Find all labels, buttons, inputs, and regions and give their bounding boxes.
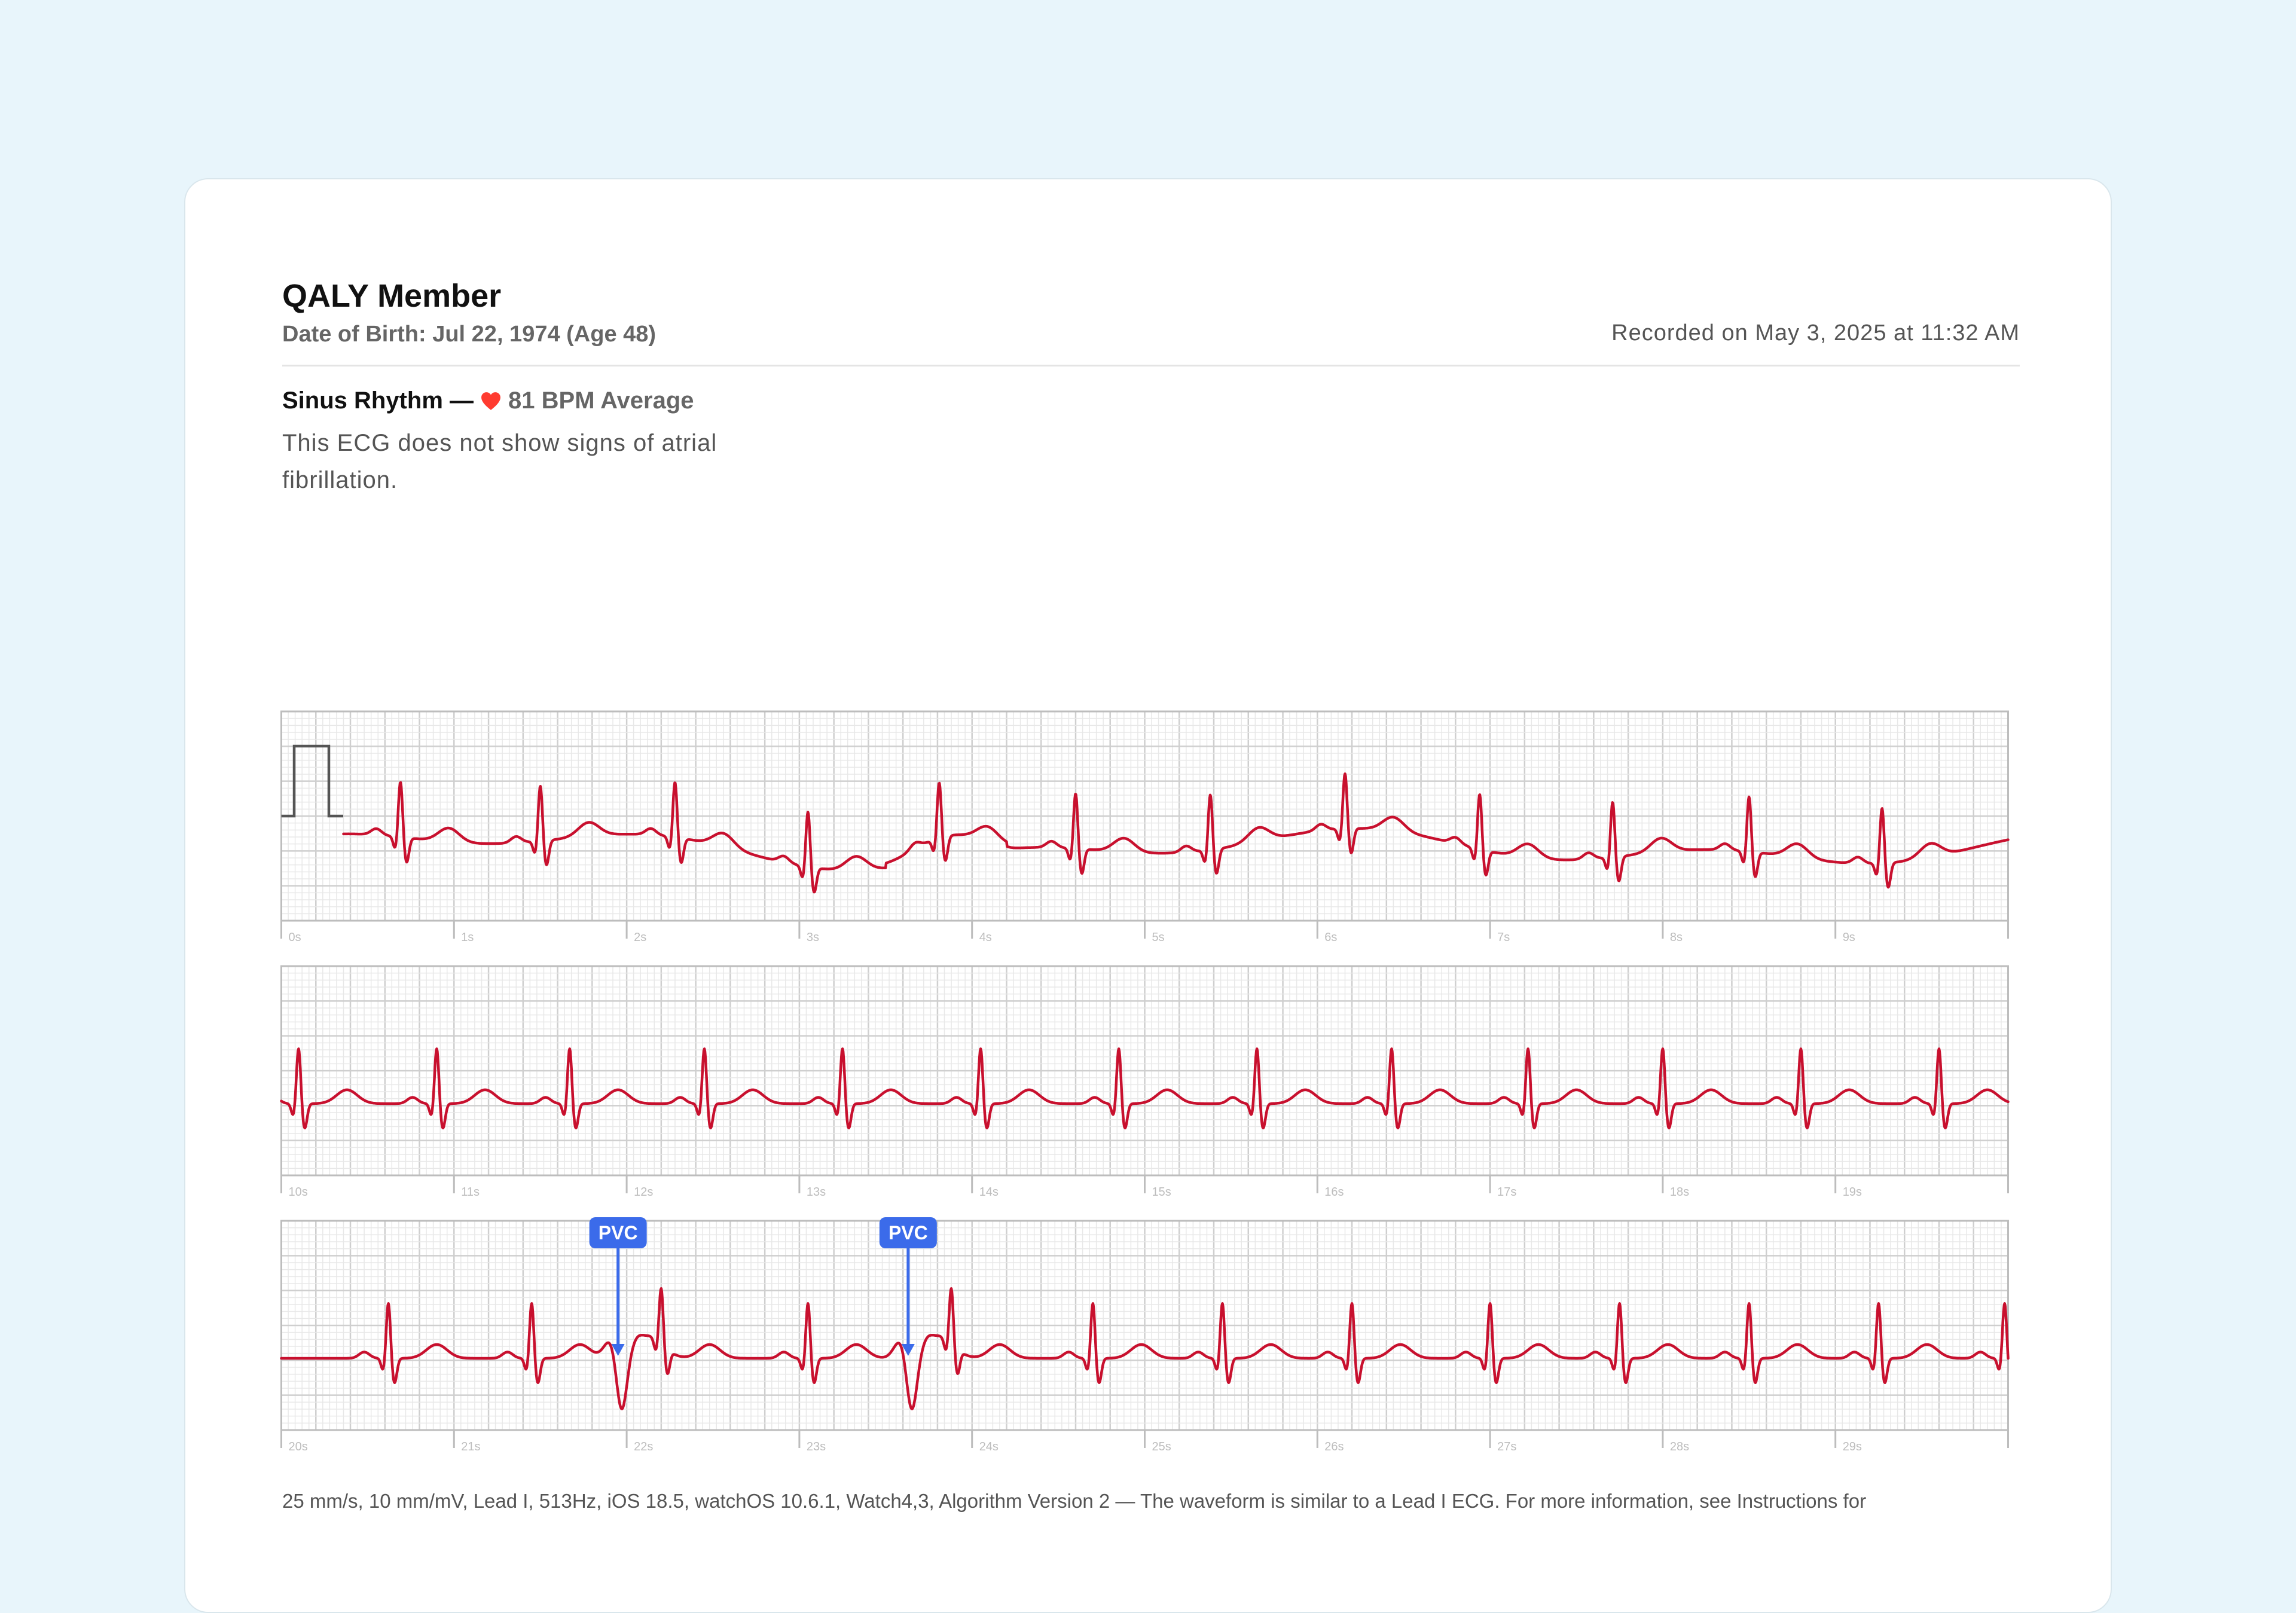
pvc-badge bbox=[879, 1217, 937, 1248]
pvc-arrow-head bbox=[901, 1344, 915, 1356]
time-tick-label: 10s bbox=[289, 1186, 308, 1199]
time-tick-label: 27s bbox=[1497, 1440, 1516, 1453]
time-tick-label: 16s bbox=[1324, 1186, 1344, 1199]
time-tick-label: 7s bbox=[1497, 931, 1510, 944]
time-tick-label: 11s bbox=[461, 1186, 480, 1199]
time-tick-label: 9s bbox=[1843, 931, 1855, 944]
patient-name: QALY Member bbox=[282, 278, 502, 314]
time-tick-label: 29s bbox=[1843, 1440, 1862, 1453]
ecg-waveform bbox=[280, 1047, 2010, 1130]
time-tick-label: 20s bbox=[289, 1440, 308, 1453]
pvc-label: PVC bbox=[599, 1222, 638, 1244]
time-tick-label: 21s bbox=[461, 1440, 480, 1453]
time-tick-label: 23s bbox=[807, 1440, 826, 1453]
calibration-pulse bbox=[281, 744, 343, 818]
pvc-label: PVC bbox=[889, 1222, 928, 1244]
time-tick-label: 19s bbox=[1843, 1186, 1862, 1199]
average-bpm: 81 BPM Average bbox=[508, 387, 694, 414]
pvc-arrow-head bbox=[611, 1344, 625, 1356]
ecg-waveform bbox=[342, 772, 2010, 894]
recording-details: 25 mm/s, 10 mm/mV, Lead I, 513Hz, iOS 18… bbox=[282, 1490, 1867, 1512]
time-tick-label: 24s bbox=[979, 1440, 999, 1453]
ecg-report-card: QALY Member Date of Birth: Jul 22, 1974 … bbox=[184, 178, 2112, 1613]
rhythm-summary: Sinus Rhythm — 81 BPM Average bbox=[282, 387, 694, 414]
time-tick-label: 8s bbox=[1670, 931, 1683, 944]
time-tick-label: 15s bbox=[1152, 1186, 1171, 1199]
time-tick-label: 5s bbox=[1152, 931, 1165, 944]
rhythm-classification: Sinus Rhythm — bbox=[282, 387, 474, 414]
pvc-badge bbox=[589, 1217, 647, 1248]
patient-dob: Date of Birth: Jul 22, 1974 (Age 48) bbox=[282, 322, 657, 347]
time-tick-label: 26s bbox=[1324, 1440, 1344, 1453]
time-tick-label: 2s bbox=[634, 931, 646, 944]
time-tick-label: 12s bbox=[634, 1186, 653, 1199]
time-tick-label: 28s bbox=[1670, 1440, 1689, 1453]
time-tick-label: 13s bbox=[807, 1186, 826, 1199]
time-tick-label: 22s bbox=[634, 1440, 653, 1453]
ecg-strip-2: 10s 11s 12s 13s 14s 15s 16s 17s 18s 19s bbox=[280, 965, 2010, 1199]
ecg-strip-3: 20s 21s 22s 23s 24s 25s 26s 27s 28s 29s PVC PVC bbox=[280, 1217, 2010, 1454]
ecg-waveform bbox=[280, 1287, 2010, 1410]
heart-icon bbox=[481, 392, 500, 410]
time-tick-label: 1s bbox=[461, 931, 474, 944]
time-tick-label: 14s bbox=[979, 1186, 999, 1199]
time-tick-label: 3s bbox=[807, 931, 819, 944]
header-divider bbox=[282, 365, 2020, 366]
time-tick-label: 18s bbox=[1670, 1186, 1689, 1199]
time-tick-label: 6s bbox=[1324, 931, 1337, 944]
recorded-timestamp: Recorded on May 3, 2025 at 11:32 AM bbox=[1611, 320, 2020, 346]
time-tick-label: 17s bbox=[1497, 1186, 1516, 1199]
ecg-strip-1: 0s 1s 2s 3s 4s 5s 6s 7s 8s 9s bbox=[280, 710, 2010, 945]
time-tick-label: 25s bbox=[1152, 1440, 1171, 1453]
time-tick-label: 4s bbox=[979, 931, 992, 944]
result-description: This ECG does not show signs of atrial f… bbox=[282, 430, 718, 493]
time-tick-label: 0s bbox=[289, 931, 301, 944]
